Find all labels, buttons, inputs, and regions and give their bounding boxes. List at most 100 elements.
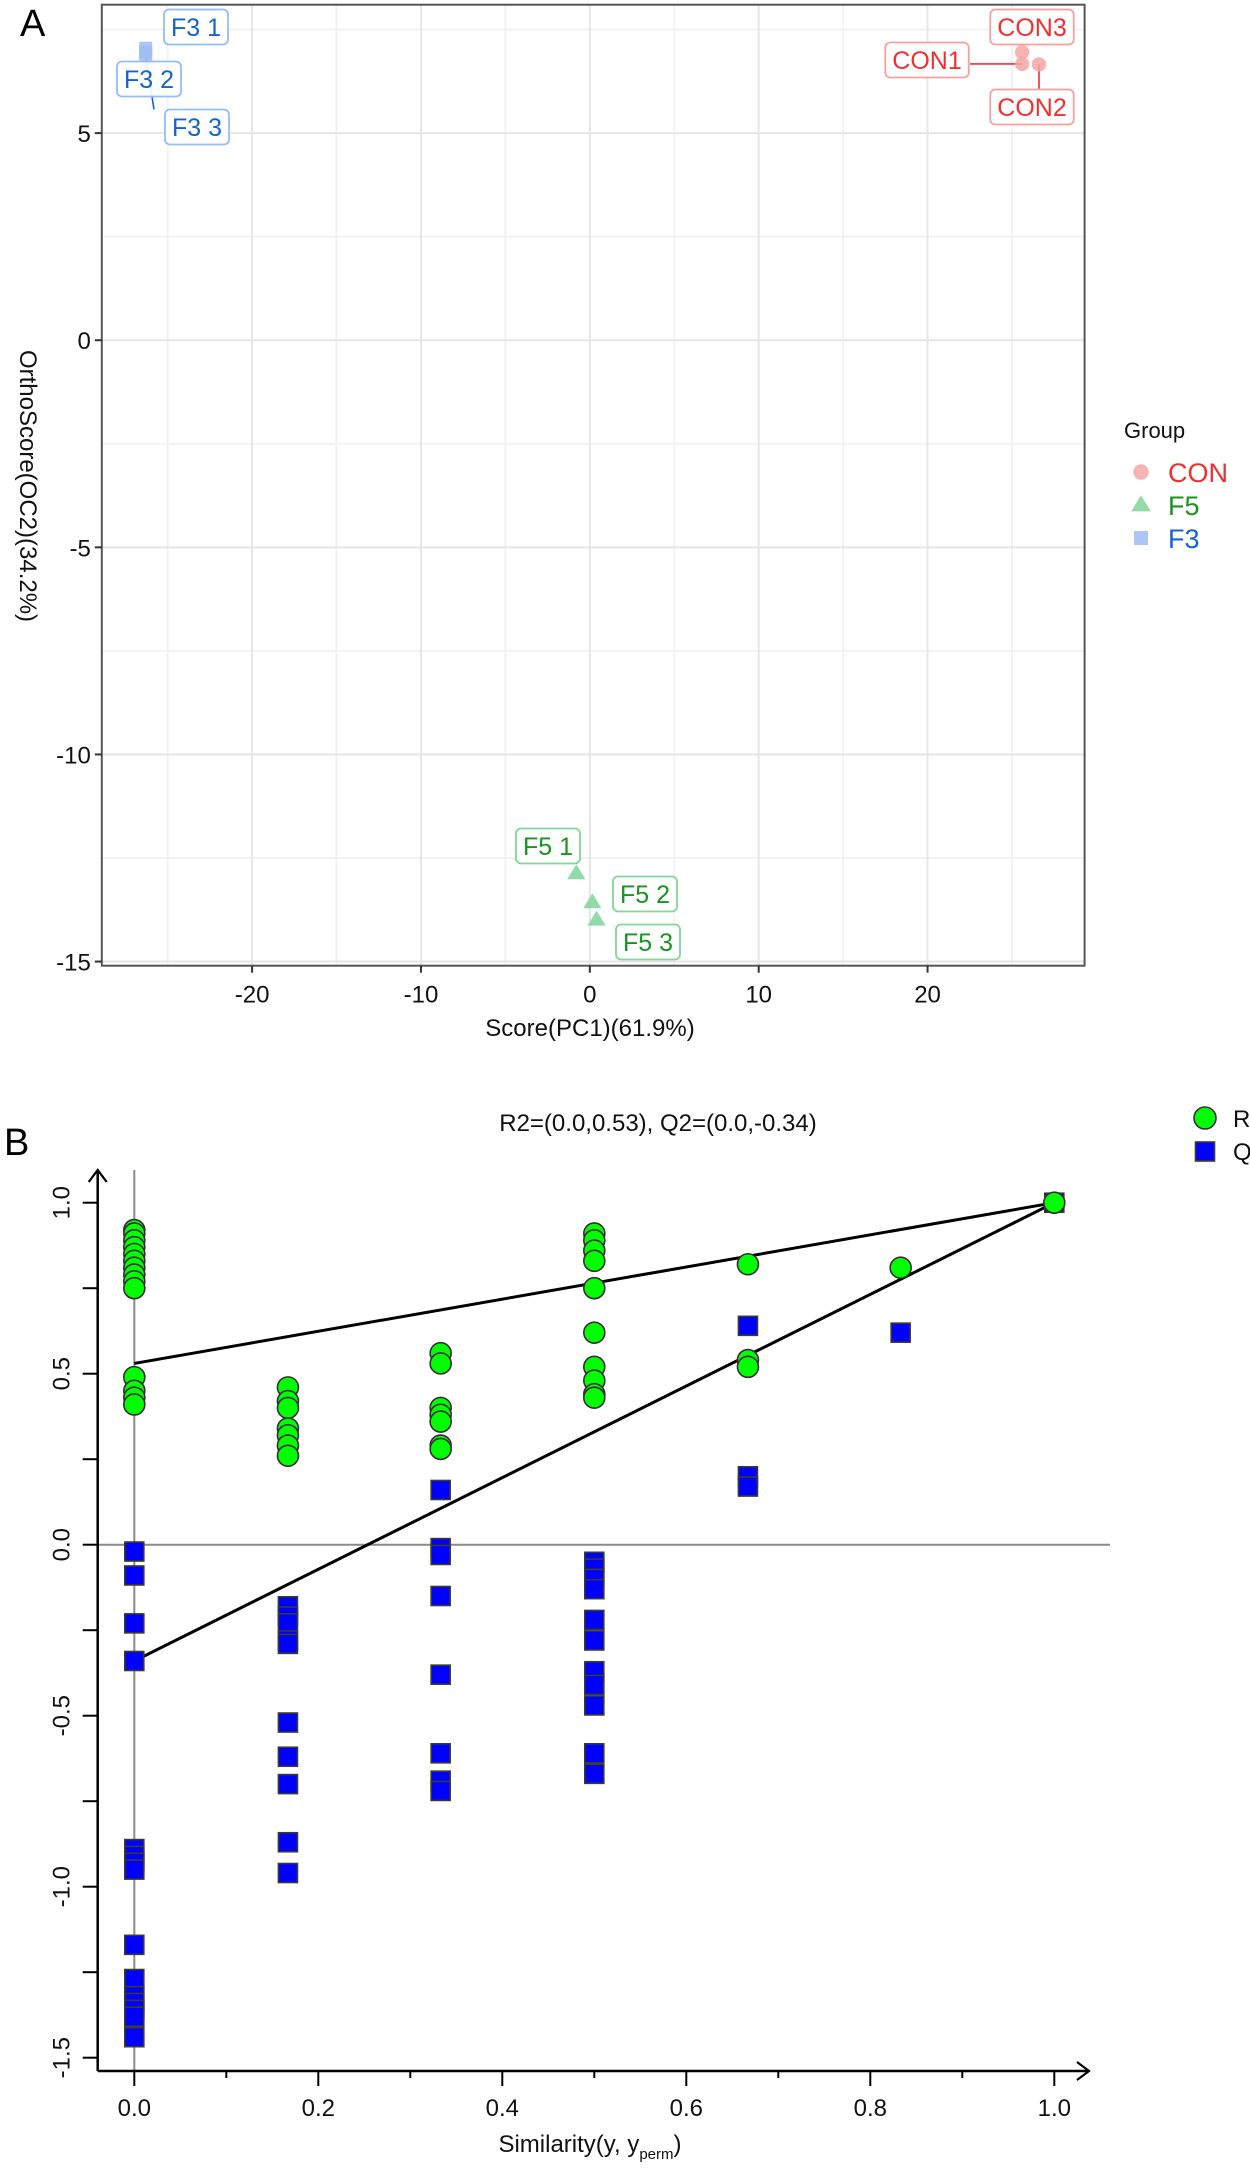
point-label-box [116,60,182,98]
q2-point [583,1763,605,1785]
r2-point [429,1352,452,1375]
q2-point [277,1862,299,1884]
q2-point [890,1322,911,1343]
legend-con-circle-icon [1133,464,1149,480]
x-tick-label: -20 [235,982,270,1009]
q2-regression-line [133,1201,1055,1663]
point-label-text: F3 2 [124,66,174,94]
panel-a-letter: A [20,3,46,45]
q2-point [277,1773,299,1795]
r2-point [1043,1191,1066,1214]
y-tick-label: -10 [56,742,91,769]
q2-point [124,1859,145,1880]
point-f3-square [139,48,153,62]
q2-point [737,1476,759,1497]
q2-point [430,1544,451,1566]
panel-a-points [139,41,1047,926]
panel-b-axes: -1.5 -1.0 -0.5 0.0 0.5 1.0 0.0 0.2 0.4 0.6 0.8 1.0 [49,1168,1091,2122]
r2-point [889,1256,912,1279]
legend-label-r2: R2 [1233,1106,1250,1133]
r2-point [276,1396,300,1420]
r2-point [582,1276,606,1300]
x-tick-label: -10 [404,982,439,1009]
r2-point [429,1410,452,1433]
point-label-text: CON2 [997,94,1066,122]
q2-point [430,1664,451,1685]
q2-point [430,1780,451,1802]
panel-a-x-axis-title: Score(PC1)(61.9%) [485,1015,694,1042]
point-label-box [615,923,681,961]
point-label-text: CON1 [892,47,961,75]
point-label-box [515,827,581,865]
x-tick-label: 0.8 [854,2095,887,2122]
x-tick-label: 0.6 [670,2095,703,2122]
x-axis-title-subscript: perm [639,2146,673,2163]
r2-point [736,1355,760,1379]
legend-f5-triangle-icon [1131,495,1151,512]
r2-point [123,1276,146,1300]
q2-point [583,1674,605,1696]
legend-q2-square-icon [1194,1141,1216,1162]
q2-point [124,1968,145,1990]
point-label-box [989,8,1075,46]
q2-point [737,1315,759,1337]
point-f5-triangle [587,910,606,926]
q2-point [277,1613,299,1634]
r2-point [582,1386,606,1409]
r2-point [123,1393,146,1416]
y-tick-label: 0.0 [49,1528,76,1561]
panel-a-point-labels: CON1 CON2 CON3 F5 1 F5 2 F5 3 F3 1 F3 2 F3 3 [116,8,1075,961]
legend-label-q2: Q2 [1233,1139,1250,1166]
q2-point [124,1613,145,1634]
legend-f3-square-icon [1134,531,1148,545]
point-label-box [884,41,970,79]
y-tick-label: -0.5 [49,1695,76,1736]
panel-a-axis-ticks: -20 -10 0 10 20 -15 -10 -5 0 5 [56,121,941,1009]
x-tick-label: 0.0 [118,2095,151,2122]
panel-b-legend: R2Q2 [1193,1106,1250,1166]
y-tick-label: 0 [77,328,90,355]
q2-point [583,1630,605,1651]
q2-point [124,1934,145,1956]
y-tick-label: 1.0 [49,1186,76,1219]
r2-point [582,1321,606,1344]
x-axis-title-main: Similarity(y, y [498,2131,639,2158]
q2-point [124,1650,145,1672]
r2-point [276,1444,300,1468]
point-label-text: F3 1 [171,14,221,42]
point-con-circle [1031,57,1047,72]
q2-point [124,1565,145,1586]
point-label: CON1 [884,41,970,79]
y-tick-label: 5 [77,121,90,148]
q2-point [277,1712,299,1733]
y-tick-label: -1.0 [49,1866,76,1907]
panel-b-permutation-plot: B R2=(0.0,0.53), Q2=(0.0,-0.34) -1.5 -1.0… [4,1106,1250,2163]
point-label-box [163,8,229,46]
q2-point [430,1479,451,1501]
r2-point [736,1252,760,1276]
x-tick-label: 0.4 [486,2095,519,2122]
x-axis-arrow-icon [1076,2061,1091,2081]
q2-point [583,1743,605,1764]
x-axis-title-end: ) [674,2131,682,2158]
q2-point [277,1746,299,1768]
panel-b-letter: B [4,1122,29,1164]
legend-r2-circle-icon [1193,1106,1217,1130]
point-f5-triangle [567,864,586,880]
panel-b-x-axis-title: Similarity(y, yperm) [498,2131,681,2163]
point-con-circle [1014,56,1030,72]
y-tick-label: -1.5 [49,2037,76,2078]
point-label: F5 3 [615,923,681,961]
point-f5-triangle [583,893,602,909]
panel-a-y-axis-title: OrthoScore(OC2)(34.2%) [14,350,41,622]
point-label-box [989,88,1075,126]
point-label: F5 2 [612,875,678,913]
legend-title: Group [1124,418,1185,443]
q2-point [124,1541,145,1562]
panel-a-gridlines [101,4,1085,966]
panel-a-frame [100,3,1086,967]
y-tick-label: -5 [69,535,90,562]
q2-point [430,1585,451,1607]
